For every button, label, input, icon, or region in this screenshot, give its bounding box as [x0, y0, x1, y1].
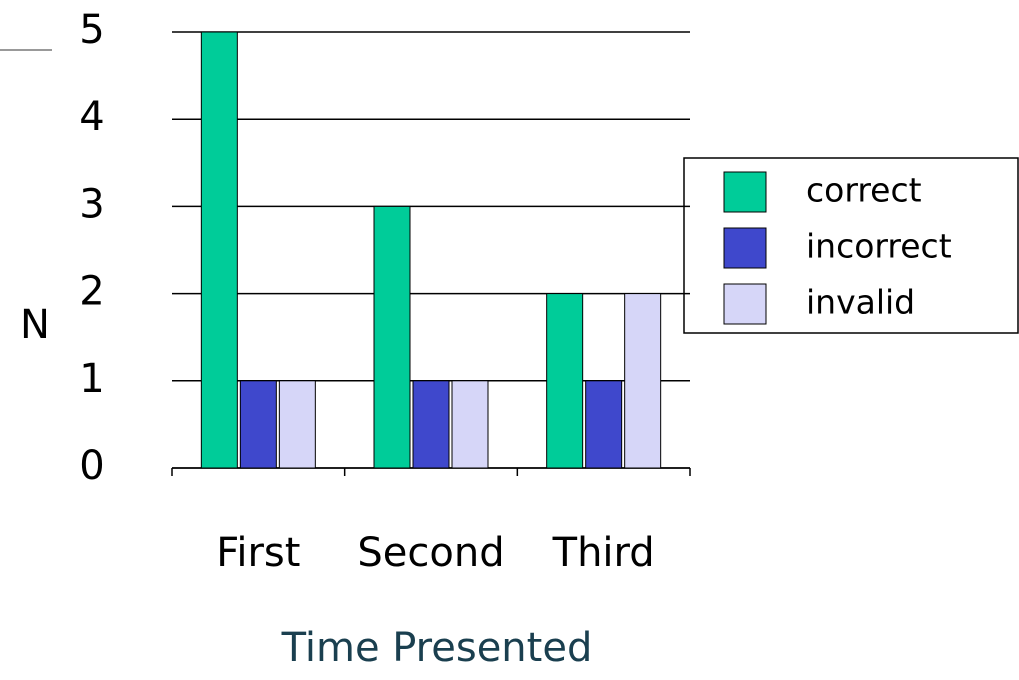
- bar: [625, 294, 661, 468]
- y-tick-label: 2: [79, 269, 104, 315]
- bar: [279, 381, 315, 468]
- y-tick-label: 1: [79, 356, 104, 402]
- legend-swatch: [724, 284, 766, 324]
- y-axis-label: N: [20, 302, 50, 348]
- x-tick-label: Third: [552, 530, 655, 576]
- bar: [452, 381, 488, 468]
- bar: [240, 381, 276, 468]
- y-tick-label: 0: [79, 443, 104, 489]
- legend-label: incorrect: [806, 227, 952, 266]
- legend-label: invalid: [806, 283, 915, 322]
- bar: [413, 381, 449, 468]
- legend-swatch: [724, 172, 766, 212]
- bar: [201, 32, 237, 468]
- x-tick-label: Second: [357, 530, 504, 576]
- bar: [547, 294, 583, 468]
- y-tick-label: 3: [79, 181, 104, 227]
- x-axis-label: Time Presented: [281, 625, 593, 671]
- bar: [374, 206, 410, 468]
- x-tick-label: First: [216, 530, 300, 576]
- legend-label: correct: [806, 171, 922, 210]
- y-tick-label: 5: [79, 7, 104, 53]
- legend-swatch: [724, 228, 766, 268]
- chart: N Time Presented 0 1 2 3 4 5 First Second Third c…: [0, 0, 1019, 680]
- bar: [586, 381, 622, 468]
- y-tick-label: 4: [79, 94, 104, 140]
